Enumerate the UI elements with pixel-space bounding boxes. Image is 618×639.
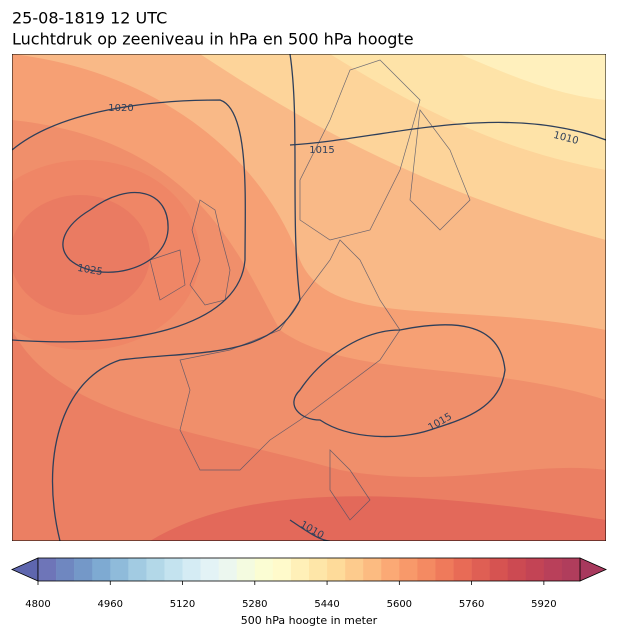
colorbar-segment bbox=[236, 558, 256, 581]
map: 1020 1015 1010 1025 1015 1010 bbox=[12, 54, 606, 541]
colorbar-tick-label: 5600 bbox=[387, 599, 412, 610]
colorbar-tick-label: 5120 bbox=[170, 599, 195, 610]
isobar-label: 1025 bbox=[76, 263, 103, 278]
colorbar-extend-low bbox=[11, 557, 39, 582]
colorbar-segment bbox=[146, 558, 165, 581]
isobar-label: 1020 bbox=[108, 103, 133, 114]
colorbar-segment bbox=[417, 558, 436, 581]
colorbar-segment bbox=[272, 558, 292, 581]
colorbar-tick-label: 5440 bbox=[314, 599, 339, 610]
colorbar-segment bbox=[218, 558, 238, 581]
colorbar-tick-label: 4800 bbox=[25, 599, 50, 610]
colorbar-segment bbox=[489, 558, 509, 581]
colorbar-tick-label: 4960 bbox=[98, 599, 123, 610]
colorbar-tick-label: 5280 bbox=[242, 599, 267, 610]
colorbar-segment bbox=[110, 558, 129, 581]
colorbar-label: 500 hPa hoogte in meter bbox=[241, 614, 378, 627]
colorbar-segment bbox=[525, 558, 545, 581]
colorbar-extend-high bbox=[579, 557, 607, 582]
date-title: 25-08-1819 12 UTC bbox=[12, 9, 167, 28]
colorbar-segment bbox=[74, 558, 93, 581]
colorbar-tick-label: 5920 bbox=[531, 599, 556, 610]
colorbar-segment bbox=[92, 558, 111, 581]
colorbar-segment bbox=[363, 558, 382, 581]
colorbar-segment bbox=[309, 558, 328, 581]
colorbar-segment bbox=[290, 558, 310, 581]
colorbar-segment bbox=[381, 558, 400, 581]
colorbar-segment bbox=[435, 558, 454, 581]
colorbar-segment bbox=[254, 558, 274, 581]
colorbar-tick-label: 5760 bbox=[459, 599, 484, 610]
colorbar-segment bbox=[561, 558, 581, 581]
colorbar-segment bbox=[128, 558, 147, 581]
map-title: Luchtdruk op zeeniveau in hPa en 500 hPa… bbox=[12, 30, 414, 49]
colorbar-frame bbox=[37, 557, 581, 582]
colorbar-segment bbox=[38, 558, 57, 581]
isobar-label: 1015 bbox=[309, 145, 334, 156]
colorbar-segment bbox=[453, 558, 472, 581]
colorbar-segment bbox=[345, 558, 364, 581]
colorbar-segment bbox=[507, 558, 527, 581]
colorbar-segment bbox=[327, 558, 346, 581]
colorbar-segment bbox=[164, 558, 183, 581]
colorbar-segment bbox=[471, 558, 490, 581]
colorbar-segment bbox=[182, 558, 201, 581]
colorbar-segment bbox=[543, 558, 563, 581]
colorbar-segment bbox=[56, 558, 75, 581]
colorbar-segment bbox=[200, 558, 219, 581]
colorbar-segment bbox=[399, 558, 418, 581]
colorbar: 4800 4960 5120 5280 5440 5600 5760 5920 bbox=[11, 557, 607, 610]
